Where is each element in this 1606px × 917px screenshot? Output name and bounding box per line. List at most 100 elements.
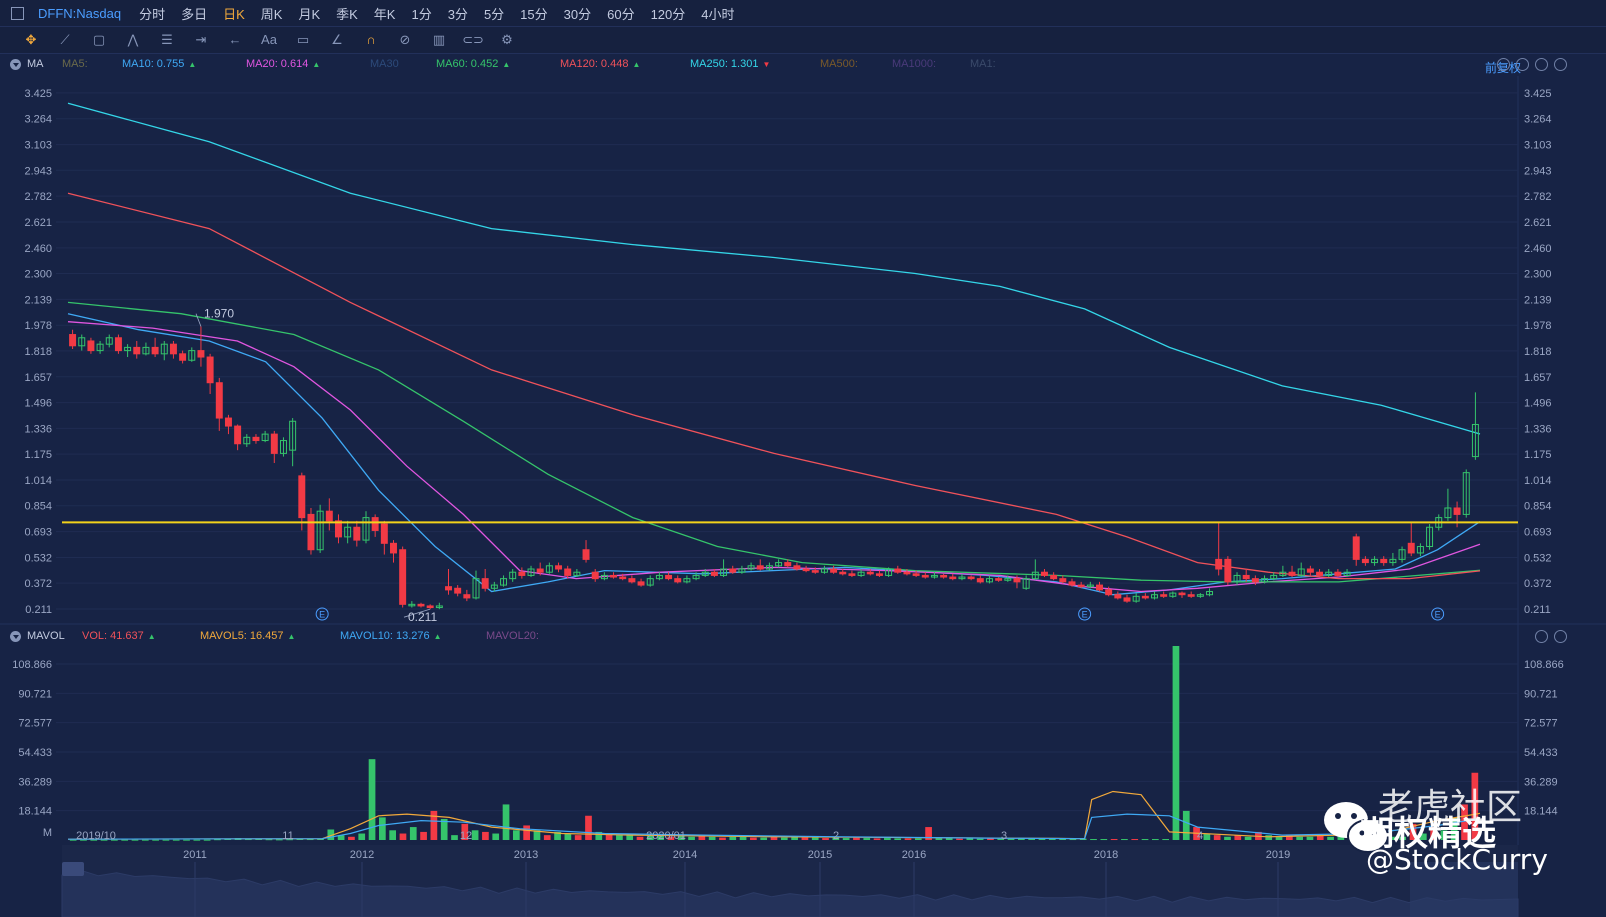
legend-label: MA120:: [560, 58, 598, 70]
legend-item[interactable]: MA20: 0.614 ▲: [246, 58, 320, 70]
timeframe-tab[interactable]: 15分: [520, 6, 548, 22]
candle-body: [454, 587, 462, 594]
timeframe-tab[interactable]: 分时: [139, 6, 166, 22]
measure-icon[interactable]: ⇥: [195, 32, 207, 47]
legend-item[interactable]: MA250: 1.301 ▼: [690, 58, 770, 70]
price-tick-left: 2.782: [24, 191, 52, 203]
legend-item[interactable]: MA30: [370, 58, 399, 70]
legend-item[interactable]: MAVOL10: 13.276 ▲: [340, 630, 442, 642]
vol-settings-icon[interactable]: [1554, 630, 1567, 643]
pattern-icon[interactable]: ⋀: [127, 32, 139, 47]
fib-icon[interactable]: ☰: [161, 32, 173, 47]
volume-bar: [1440, 830, 1448, 840]
timeframe-tab[interactable]: 日K: [223, 6, 245, 22]
candle-body: [445, 586, 452, 591]
candle-body: [1416, 546, 1424, 554]
move-icon[interactable]: ✥: [25, 32, 37, 47]
timeframe-tab[interactable]: 年K: [373, 6, 396, 22]
trash-icon[interactable]: ▥: [432, 32, 446, 47]
zoom-out-icon[interactable]: [1516, 58, 1529, 71]
collapse-vol-icon[interactable]: [10, 630, 21, 642]
timeframe-tab[interactable]: 周K: [260, 6, 283, 22]
candle-body: [930, 574, 938, 578]
settings-icon[interactable]: ⚙: [501, 32, 513, 47]
comment-icon[interactable]: ▭: [296, 32, 310, 47]
price-tick-right: 2.943: [1524, 165, 1552, 177]
candle-body: [1169, 592, 1177, 597]
legend-item[interactable]: MA120: 0.448 ▲: [560, 58, 640, 70]
legend-item[interactable]: VOL: 41.637 ▲: [82, 630, 156, 642]
legend-item[interactable]: MA500:: [820, 58, 858, 70]
candle-body: [1398, 549, 1406, 560]
sidebar-toggle-icon[interactable]: [11, 6, 24, 20]
volume-bar: [409, 827, 417, 840]
trend-up-icon: ▲: [502, 60, 511, 69]
timeframe-tab[interactable]: 4小时: [701, 6, 735, 22]
trend-down-icon: ▼: [762, 60, 771, 69]
volume-bar: [1265, 835, 1273, 840]
timeframe-tab[interactable]: 多日: [181, 6, 208, 22]
collapse-ma-icon[interactable]: [10, 58, 21, 70]
volume-bar: [1069, 839, 1077, 841]
legend-label: MA20:: [246, 58, 278, 70]
candle-body: [1215, 558, 1223, 570]
candle-body: [142, 346, 150, 355]
trendline-icon[interactable]: ⟋: [60, 32, 70, 47]
volume-bar: [1151, 839, 1159, 841]
timeframe-tab[interactable]: 季K: [336, 6, 358, 22]
timeframe-tab[interactable]: 120分: [650, 6, 686, 22]
timeframe-bar: DFFN:Nasdaq 分时 多日 日K 周K 月K 季K 年K 1分 3分 5分 15分 30分 60…: [0, 0, 1606, 27]
candle-body: [87, 340, 95, 352]
ma-line-ma20: [67, 321, 1481, 593]
low-leader: [403, 608, 431, 618]
rect-icon[interactable]: ▢: [92, 32, 106, 47]
price-tick-left: 2.300: [24, 269, 52, 281]
volume-bar: [853, 837, 860, 840]
magnet-icon[interactable]: ∩: [366, 32, 376, 47]
trend-up-icon: ▲: [312, 60, 321, 69]
undo-icon[interactable]: [1497, 58, 1510, 71]
candle-body: [188, 350, 196, 361]
candle-body: [555, 565, 563, 570]
chart-settings-icon[interactable]: [1554, 58, 1567, 71]
volume-bar: [296, 838, 304, 840]
x-axis-label: 2019/10: [76, 830, 116, 842]
brush-icon[interactable]: ∠: [331, 32, 343, 47]
volume-bar: [925, 827, 932, 840]
legend-item[interactable]: MA10: 0.755 ▲: [122, 58, 196, 70]
volume-bar: [482, 831, 489, 840]
navigator-area: [61, 869, 1519, 917]
close-vol-icon[interactable]: [1535, 630, 1548, 643]
legend-item[interactable]: MAVOL5: 16.457 ▲: [200, 630, 295, 642]
undo-arrow-icon[interactable]: ←: [228, 32, 242, 47]
timeframe-tab[interactable]: 3分: [447, 6, 468, 22]
link-icon[interactable]: ⊂⊃: [462, 32, 484, 47]
legend-item[interactable]: MA1000:: [892, 58, 936, 70]
timeframe-tab[interactable]: 月K: [298, 6, 321, 22]
legend-item[interactable]: MAVOL20:: [486, 630, 539, 642]
candle-body: [1123, 597, 1131, 602]
legend-item[interactable]: MA5:: [62, 58, 88, 70]
x-axis-label: 12: [460, 830, 472, 842]
price-tick-left: 3.425: [24, 88, 52, 100]
text-icon[interactable]: Aa: [261, 32, 277, 47]
watermark-line1: 老虎社区: [1378, 787, 1523, 828]
symbol-selector[interactable]: DFFN:Nasdaq: [38, 5, 122, 21]
vol-tick-right: 18.144: [1524, 806, 1558, 818]
volume-bar: [956, 838, 963, 840]
timeframe-tab[interactable]: 1分: [411, 6, 432, 22]
timeframe-tab[interactable]: 30分: [563, 6, 592, 22]
volume-bar: [533, 830, 541, 840]
candle-body: [775, 562, 783, 567]
timeframe-tab[interactable]: 5分: [483, 6, 505, 22]
candle-body: [802, 568, 810, 572]
candle-body: [1160, 594, 1168, 597]
legend-item[interactable]: MA60: 0.452 ▲: [436, 58, 510, 70]
legend-item[interactable]: MA1:: [970, 58, 996, 70]
zoom-in-icon[interactable]: [1535, 58, 1548, 71]
candle-body: [463, 594, 471, 599]
timeframe-tab[interactable]: 60分: [607, 6, 635, 22]
candle-body: [536, 568, 544, 573]
hide-icon[interactable]: ⊘: [399, 32, 411, 47]
